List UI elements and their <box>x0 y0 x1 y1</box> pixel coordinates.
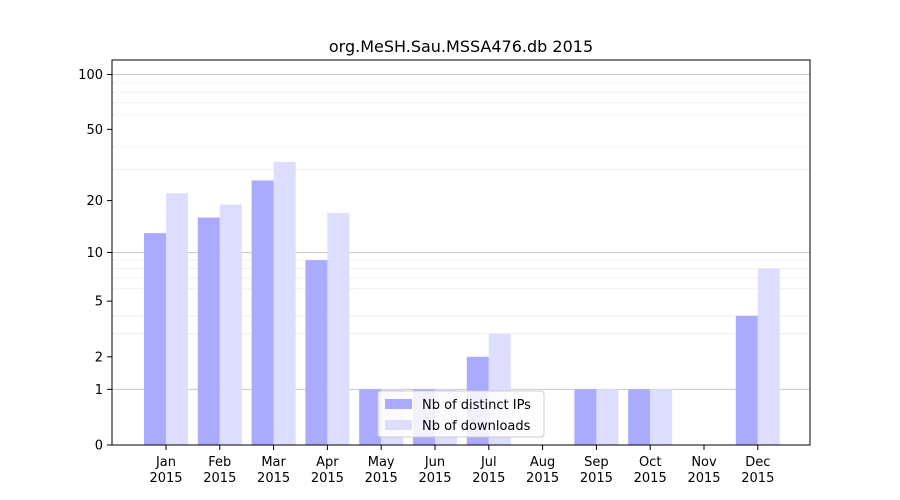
x-tick-label-year: 2015 <box>526 471 559 486</box>
x-tick-label-year: 2015 <box>687 471 720 486</box>
x-tick-label-month: Feb <box>208 455 231 470</box>
legend-swatch <box>385 399 412 409</box>
x-tick-label-year: 2015 <box>580 471 613 486</box>
y-tick-label: 0 <box>95 439 103 454</box>
x-tick-label-month: Jul <box>480 455 497 470</box>
bar-ips-oct <box>628 389 651 445</box>
x-tick-label-year: 2015 <box>634 471 667 486</box>
bar-downloads-feb <box>219 204 242 445</box>
y-tick-label: 5 <box>95 295 103 310</box>
y-tick-label: 10 <box>86 246 103 261</box>
x-tick-label-month: Aug <box>530 455 555 470</box>
bar-downloads-oct <box>650 389 673 445</box>
x-tick-label-month: Dec <box>745 455 770 470</box>
x-tick-label-month: Sep <box>584 455 609 470</box>
bar-downloads-sep <box>596 389 619 445</box>
bar-ips-may <box>359 389 382 445</box>
bar-downloads-dec <box>757 268 780 445</box>
x-tick-label-year: 2015 <box>257 471 290 486</box>
chart-title: org.MeSH.Sau.MSSA476.db 2015 <box>329 37 593 56</box>
bar-ips-sep <box>574 389 597 445</box>
x-tick-label-month: Nov <box>691 455 717 470</box>
bar-downloads-mar <box>273 161 296 445</box>
bar-ips-feb <box>197 217 220 445</box>
x-tick-label-month: May <box>368 455 395 470</box>
y-tick-label: 20 <box>86 194 103 209</box>
legend-box <box>377 390 545 438</box>
bar-ips-mar <box>251 180 274 446</box>
y-tick-label: 1 <box>95 383 103 398</box>
bar-ips-apr <box>305 260 328 445</box>
bars <box>144 161 780 446</box>
bar-ips-jan <box>144 233 166 445</box>
axes: 0125102050100Jan2015Feb2015Mar2015Apr201… <box>78 59 811 486</box>
x-tick-label-month: Apr <box>316 455 339 470</box>
y-tick-label: 50 <box>86 123 103 138</box>
legend-swatch <box>385 420 412 430</box>
x-tick-label-year: 2015 <box>311 471 344 486</box>
y-tick-label: 100 <box>78 68 103 83</box>
x-tick-label-year: 2015 <box>365 471 398 486</box>
x-tick-label-month: Oct <box>639 455 661 470</box>
y-tick-label: 2 <box>95 350 103 365</box>
x-tick-label-year: 2015 <box>418 471 451 486</box>
x-tick-label-month: Jan <box>155 455 176 470</box>
legend-label: Nb of distinct IPs <box>422 398 531 413</box>
bar-ips-dec <box>735 315 758 445</box>
x-tick-label-year: 2015 <box>741 471 774 486</box>
legend: Nb of distinct IPs Nb of downloads <box>377 390 545 438</box>
x-tick-label-year: 2015 <box>149 471 182 486</box>
legend-label: Nb of downloads <box>422 419 531 434</box>
x-tick-label-year: 2015 <box>472 471 505 486</box>
bar-downloads-jan <box>166 193 188 445</box>
bar-downloads-apr <box>327 212 350 445</box>
x-tick-label-month: Mar <box>261 455 286 470</box>
x-tick-label-month: Jun <box>424 455 445 470</box>
x-tick-label-year: 2015 <box>203 471 236 486</box>
